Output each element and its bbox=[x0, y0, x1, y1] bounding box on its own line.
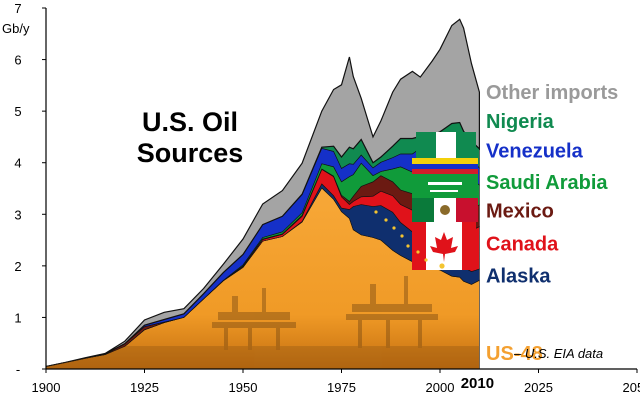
saudi-flag-icon bbox=[412, 174, 478, 198]
x-tick-label: 1900 bbox=[32, 380, 61, 395]
x-tick-label: 2025 bbox=[524, 380, 553, 395]
y-tick-label: 5 bbox=[14, 104, 21, 119]
y-tick-label: - bbox=[16, 362, 20, 377]
country-flag-motifs bbox=[374, 132, 478, 270]
series-label-saudi-arabia: Saudi Arabia bbox=[486, 172, 608, 194]
chart-title-line: U.S. Oil bbox=[142, 107, 238, 137]
series-label-venezuela: Venezuela bbox=[486, 141, 584, 163]
chart-title-line: Sources bbox=[137, 138, 244, 168]
series-label-us-48: US-48 bbox=[486, 343, 543, 365]
oil-platform-silhouettes bbox=[46, 276, 480, 369]
canada-flag-icon bbox=[412, 222, 476, 270]
y-tick-label: 3 bbox=[14, 207, 21, 222]
alaska-flag-stars bbox=[374, 210, 445, 269]
nigeria-flag-icon bbox=[416, 132, 476, 158]
source-note: – U.S. EIA data bbox=[513, 346, 603, 361]
venezuela-flag-icon bbox=[412, 158, 478, 174]
area-other-imports bbox=[45, 18, 480, 367]
series-label-other-imports: Other imports bbox=[486, 82, 618, 104]
x-tick-label: 1950 bbox=[229, 380, 258, 395]
y-tick-label: 7 bbox=[14, 1, 21, 16]
y-tick-label: 1 bbox=[14, 310, 21, 325]
series-label-canada: Canada bbox=[486, 234, 559, 256]
y-tick-label: 4 bbox=[14, 156, 21, 171]
x-tick-label: 2000 bbox=[426, 380, 455, 395]
x-tick-label: 2050 bbox=[623, 380, 640, 395]
mexico-flag-icon bbox=[412, 198, 478, 222]
series-label-mexico: Mexico bbox=[486, 201, 554, 223]
series-label-alaska: Alaska bbox=[486, 266, 551, 288]
y-tick-label: 6 bbox=[14, 53, 21, 68]
highlight-year-label: 2010 bbox=[461, 375, 494, 392]
y-axis-label: Gb/y bbox=[2, 21, 30, 36]
series-label-nigeria: Nigeria bbox=[486, 111, 555, 133]
x-tick-label: 1975 bbox=[327, 380, 356, 395]
x-tick-label: 1925 bbox=[130, 380, 159, 395]
y-tick-label: 2 bbox=[14, 259, 21, 274]
